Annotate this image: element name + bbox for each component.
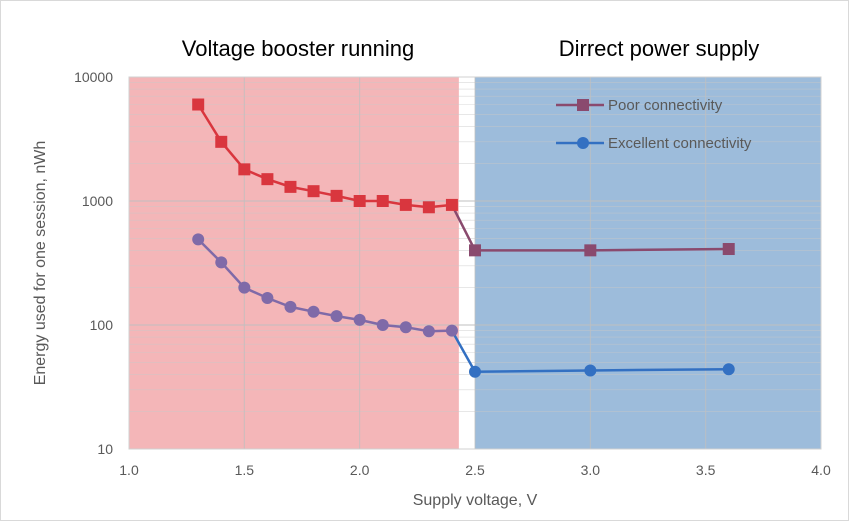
poor-connectivity-line-segment <box>450 204 729 252</box>
poor-connectivity-point <box>584 244 597 257</box>
excellent-connectivity-line-segment <box>450 330 729 373</box>
poor-connectivity-point <box>192 98 205 111</box>
x-tick-label: 1.0 <box>119 462 139 478</box>
legend-label: Excellent connectivity <box>608 135 752 152</box>
x-tick-label: 4.0 <box>811 462 831 478</box>
excellent-connectivity-point <box>284 300 297 313</box>
poor-connectivity-point <box>261 173 274 186</box>
y-axis-title: Energy used for one session, nWh <box>32 141 49 386</box>
excellent-connectivity-point <box>399 321 412 334</box>
y-tick-label: 1000 <box>82 193 113 209</box>
poor-connectivity-point <box>376 195 389 207</box>
excellent-connectivity-point <box>307 305 320 318</box>
poor-connectivity-point <box>330 189 343 202</box>
excellent-connectivity-point <box>722 363 735 376</box>
region-label-right: Dirrect power supply <box>559 36 760 61</box>
legend-item-excellent-connectivity: Excellent connectivity <box>556 135 752 152</box>
x-tick-label: 3.0 <box>581 462 601 478</box>
excellent-connectivity-point <box>445 324 458 337</box>
excellent-connectivity-point <box>469 365 481 378</box>
poor-connectivity-point <box>422 201 435 214</box>
excellent-connectivity-point <box>238 281 251 294</box>
excellent-connectivity-point <box>192 233 205 246</box>
poor-connectivity-point <box>722 243 735 256</box>
y-tick-label: 10000 <box>74 69 113 85</box>
poor-connectivity-point <box>469 244 481 257</box>
excellent-connectivity-point <box>422 325 435 338</box>
x-tick-label: 3.5 <box>696 462 716 478</box>
x-tick-label: 2.5 <box>465 462 485 478</box>
poor-connectivity-point <box>215 135 228 148</box>
excellent-connectivity-point <box>376 319 389 331</box>
y-tick-label: 100 <box>90 317 114 333</box>
legend-item-poor-connectivity: Poor connectivity <box>556 97 723 114</box>
excellent-connectivity-point <box>261 292 274 305</box>
poor-connectivity-point <box>399 198 412 211</box>
excellent-connectivity-series <box>192 233 735 378</box>
x-tick-label: 2.0 <box>350 462 370 478</box>
x-axis-title: Supply voltage, V <box>413 492 538 509</box>
region-left-background <box>129 77 459 449</box>
poor-connectivity-point <box>238 163 251 176</box>
excellent-connectivity-point <box>584 364 597 377</box>
plot-area-border <box>128 76 822 450</box>
poor-connectivity-point <box>445 198 458 211</box>
poor-connectivity-series <box>192 98 735 257</box>
poor-connectivity-point <box>353 195 366 207</box>
excellent-connectivity-point <box>353 313 366 326</box>
excellent-connectivity-point <box>330 310 343 323</box>
legend-swatch-marker <box>577 137 589 149</box>
region-backgrounds <box>129 77 821 449</box>
region-label-left: Voltage booster running <box>182 36 414 61</box>
legend: Poor connectivity Excellent connectivity <box>556 97 752 152</box>
poor-connectivity-point <box>307 185 320 198</box>
region-right-background <box>475 77 821 449</box>
x-tick-label: 1.5 <box>235 462 255 478</box>
legend-swatch-marker <box>577 99 589 111</box>
y-tick-label: 10 <box>97 441 113 457</box>
legend-label: Poor connectivity <box>608 97 723 114</box>
excellent-connectivity-point <box>215 256 228 269</box>
series-group <box>192 98 735 378</box>
poor-connectivity-point <box>284 180 297 193</box>
axes-group: 1.0 1.5 2.0 2.5 3.0 3.5 4.0 10 100 1000 10000 <box>74 69 831 478</box>
